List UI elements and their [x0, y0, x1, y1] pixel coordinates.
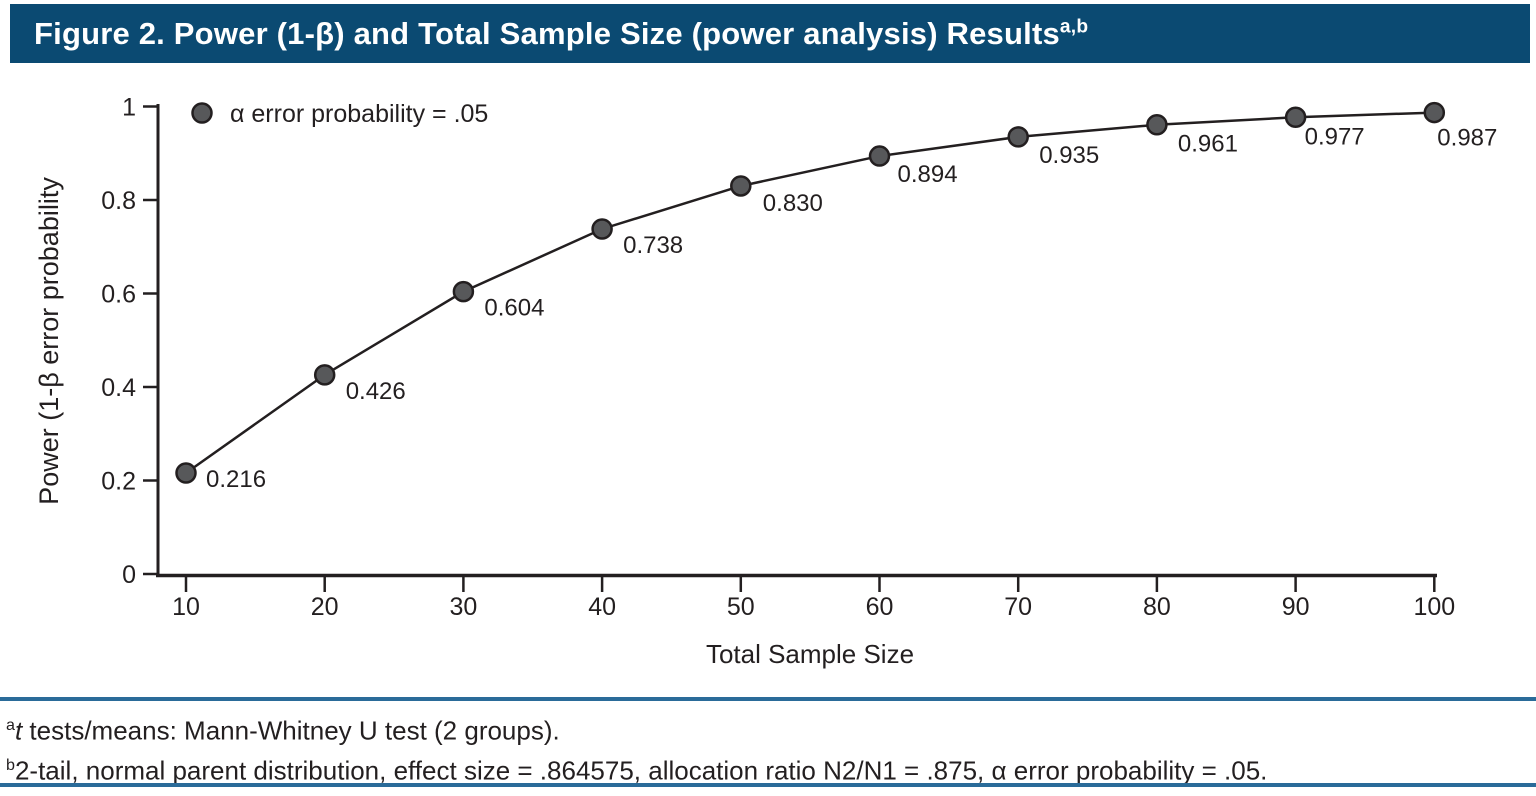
series-line: [185, 111, 1435, 475]
y-axis-title: Power (1-β error probability: [34, 177, 64, 505]
data-point-marker: [730, 175, 752, 197]
data-point-marker: [175, 462, 197, 484]
x-axis-tick-label: 70: [1004, 593, 1032, 621]
footnote-a: at tests/means: Mann-Whitney U test (2 g…: [0, 708, 1536, 748]
figure-title-text: Figure 2. Power (1-β) and Total Sample S…: [34, 15, 1060, 51]
figure-title: Figure 2. Power (1-β) and Total Sample S…: [10, 16, 1088, 52]
data-point-marker: [1284, 106, 1307, 129]
y-axis-tick-label: 0.4: [101, 374, 136, 402]
x-axis-tick-label: 60: [866, 593, 894, 621]
x-axis-tick-label: 40: [588, 593, 616, 621]
data-point-marker: [1007, 126, 1029, 148]
data-point-marker: [868, 145, 891, 167]
footnote-b: b2-tail, normal parent distribution, eff…: [0, 748, 1536, 788]
footnote-b-text: 2-tail, normal parent distribution, effe…: [14, 755, 1268, 786]
footnote-b-marker: b: [6, 755, 15, 774]
footnote-bottom-rule: [0, 783, 1536, 787]
data-point-marker: [591, 218, 613, 240]
data-point-label: 0.961: [1178, 131, 1238, 158]
data-point-label: 0.426: [346, 378, 406, 405]
data-point-label: 0.216: [206, 466, 266, 493]
footnote-a-text: tests/means: Mann-Whitney U test (2 grou…: [22, 715, 560, 746]
data-point-marker: [1423, 101, 1446, 124]
footnote-top-rule: [0, 697, 1536, 701]
data-point-marker: [313, 364, 336, 386]
legend-label: α error probability = .05: [230, 100, 488, 128]
footnotes: at tests/means: Mann-Whitney U test (2 g…: [0, 697, 1536, 787]
data-point-label: 0.604: [484, 295, 544, 322]
x-axis-tick-label: 50: [727, 593, 755, 621]
y-axis-tick-label: 0.8: [101, 187, 136, 215]
x-axis-tick-label: 10: [172, 593, 200, 621]
x-axis-tick-label: 20: [311, 593, 339, 621]
y-axis-tick-label: 1: [122, 94, 136, 122]
data-point-label: 0.987: [1437, 125, 1497, 152]
y-axis-tick-label: 0.2: [101, 468, 136, 496]
x-axis-tick-label: 90: [1282, 593, 1310, 621]
figure-title-bar: Figure 2. Power (1-β) and Total Sample S…: [10, 4, 1530, 63]
footnote-a-marker: a: [6, 716, 15, 734]
x-axis-title: Total Sample Size: [706, 639, 914, 669]
data-point-label: 0.935: [1039, 142, 1099, 169]
y-axis-tick-label: 0.6: [101, 281, 136, 309]
footnote-a-italic: t: [14, 715, 23, 746]
x-axis-tick-label: 80: [1143, 593, 1171, 621]
legend-marker: [191, 102, 213, 124]
x-axis-tick-label: 100: [1413, 593, 1455, 621]
y-axis-tick-label: 0: [122, 561, 136, 589]
data-point-label: 0.738: [623, 232, 683, 259]
data-point-label: 0.977: [1305, 123, 1365, 150]
data-point-label: 0.894: [898, 161, 958, 188]
x-axis-tick-label: 30: [449, 593, 477, 621]
data-point-marker: [452, 280, 475, 303]
figure-title-superscript: a,b: [1059, 16, 1089, 38]
data-point-marker: [1146, 113, 1168, 136]
data-point-label: 0.830: [763, 190, 823, 217]
